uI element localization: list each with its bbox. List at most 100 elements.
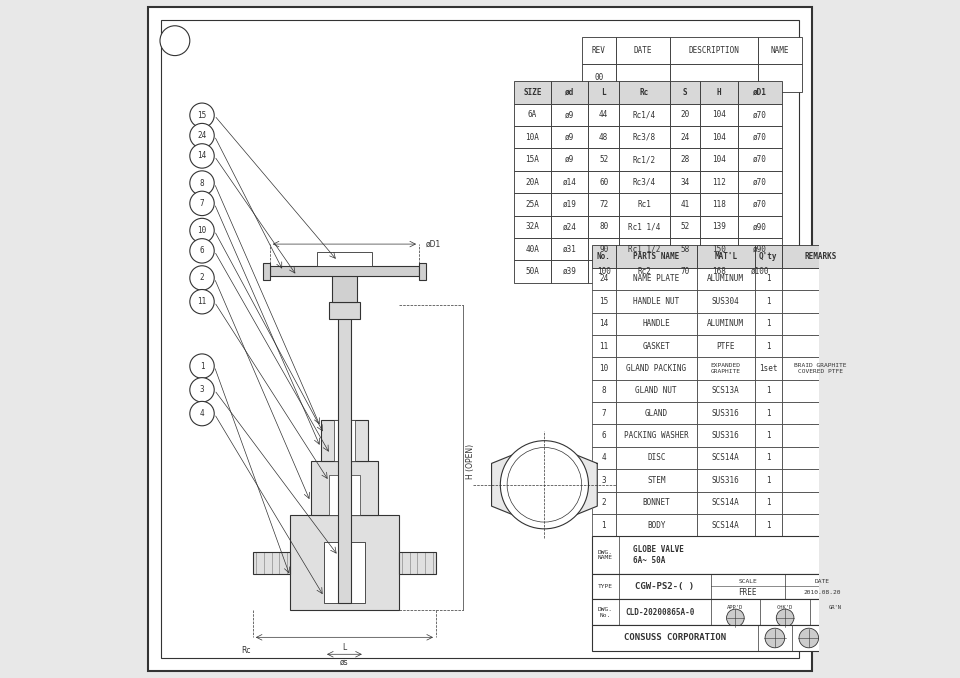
Bar: [514, 81, 551, 104]
Text: BRAID GRAPHITE
COVERED PTFE: BRAID GRAPHITE COVERED PTFE: [795, 363, 847, 374]
Bar: [592, 268, 615, 290]
Bar: [755, 335, 781, 357]
Text: L: L: [601, 88, 606, 97]
Text: Rc1: Rc1: [637, 200, 651, 209]
Bar: [781, 380, 860, 402]
Text: SCS14A: SCS14A: [712, 454, 739, 462]
Circle shape: [190, 354, 214, 378]
Bar: [697, 447, 755, 469]
Text: 24: 24: [599, 275, 609, 283]
Text: ALUMINUM: ALUMINUM: [708, 319, 744, 328]
Bar: [514, 216, 551, 238]
Text: 100: 100: [597, 267, 611, 276]
Text: CHK'D: CHK'D: [777, 605, 793, 610]
Bar: [737, 171, 781, 193]
Bar: [758, 37, 802, 64]
Bar: [755, 380, 781, 402]
Circle shape: [190, 123, 214, 148]
Bar: [329, 302, 360, 319]
Bar: [615, 492, 697, 514]
Text: 72: 72: [599, 200, 609, 209]
Bar: [781, 245, 860, 268]
Circle shape: [799, 629, 819, 647]
Text: HANDLE NUT: HANDLE NUT: [634, 297, 680, 306]
Bar: [670, 37, 758, 64]
Text: ød: ød: [565, 88, 574, 97]
Bar: [670, 193, 701, 216]
Bar: [697, 514, 755, 536]
Text: 41: 41: [681, 200, 689, 209]
Bar: [758, 64, 802, 92]
Text: GLAND PACKING: GLAND PACKING: [626, 364, 686, 373]
Text: ø9: ø9: [565, 155, 574, 164]
Text: 70: 70: [681, 267, 689, 276]
Text: 15A: 15A: [526, 155, 540, 164]
Bar: [737, 148, 781, 171]
Bar: [551, 126, 588, 148]
Bar: [588, 216, 619, 238]
Bar: [755, 424, 781, 447]
Text: GLAND NUT: GLAND NUT: [636, 386, 677, 395]
Circle shape: [190, 103, 214, 127]
Bar: [582, 64, 615, 92]
Bar: [755, 245, 781, 268]
Text: SCS14A: SCS14A: [712, 498, 739, 507]
Bar: [615, 469, 697, 492]
Text: 139: 139: [712, 222, 726, 231]
Text: 1: 1: [766, 521, 771, 530]
Bar: [619, 148, 670, 171]
Circle shape: [190, 378, 214, 402]
Text: BODY: BODY: [647, 521, 665, 530]
Bar: [737, 126, 781, 148]
Text: NAME: NAME: [771, 46, 789, 56]
Bar: [332, 268, 356, 302]
Text: ø90: ø90: [753, 245, 767, 254]
Bar: [781, 514, 860, 536]
Text: ø100: ø100: [751, 267, 769, 276]
Text: 15: 15: [198, 111, 206, 120]
Text: FREE: FREE: [738, 589, 757, 597]
Bar: [592, 402, 615, 424]
Text: ø31: ø31: [563, 245, 577, 254]
Bar: [514, 148, 551, 171]
Text: Rc: Rc: [241, 646, 251, 656]
Bar: [737, 193, 781, 216]
Bar: [670, 238, 701, 260]
Circle shape: [833, 629, 852, 647]
Bar: [697, 469, 755, 492]
Bar: [670, 64, 758, 92]
Text: SCS14A: SCS14A: [712, 521, 739, 530]
Bar: [781, 469, 860, 492]
Text: 1: 1: [766, 454, 771, 462]
Text: SCALE: SCALE: [738, 579, 757, 584]
Bar: [551, 238, 588, 260]
Text: 7: 7: [200, 199, 204, 208]
Bar: [670, 216, 701, 238]
Bar: [697, 335, 755, 357]
Text: 8: 8: [200, 178, 204, 188]
Bar: [551, 81, 588, 104]
Text: 15: 15: [599, 297, 609, 306]
Bar: [551, 104, 588, 126]
Text: 32A: 32A: [526, 222, 540, 231]
Bar: [615, 357, 697, 380]
Bar: [781, 492, 860, 514]
Text: 3: 3: [200, 385, 204, 395]
Text: BONNET: BONNET: [642, 498, 670, 507]
Text: DATE: DATE: [815, 579, 829, 584]
Text: 52: 52: [681, 222, 689, 231]
Bar: [270, 266, 419, 276]
Bar: [588, 260, 619, 283]
Bar: [615, 514, 697, 536]
Bar: [514, 126, 551, 148]
Bar: [615, 447, 697, 469]
Circle shape: [727, 609, 744, 626]
Bar: [588, 238, 619, 260]
Bar: [670, 81, 701, 104]
Bar: [588, 148, 619, 171]
Text: øD1: øD1: [753, 88, 767, 97]
Text: 1: 1: [766, 431, 771, 440]
Circle shape: [190, 401, 214, 426]
Text: 4: 4: [601, 454, 606, 462]
Text: 3: 3: [601, 476, 606, 485]
